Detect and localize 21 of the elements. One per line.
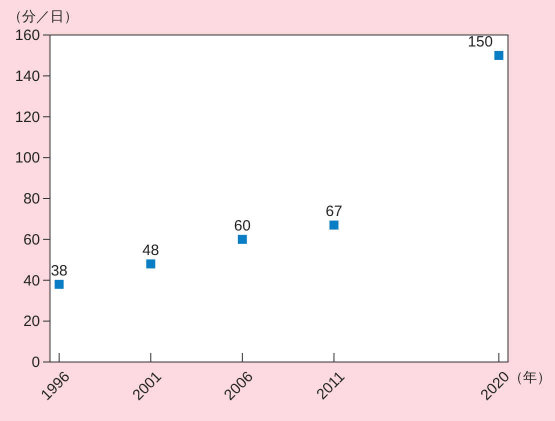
y-tick-label: 40	[23, 272, 40, 290]
y-tick-label: 60	[23, 231, 40, 248]
y-tick-label: 120	[14, 108, 40, 126]
y-tick-label: 100	[14, 150, 40, 167]
data-label: 150	[468, 33, 493, 50]
x-axis-title: （年）	[509, 369, 551, 385]
y-tick-label: 20	[23, 313, 40, 330]
data-label: 67	[326, 203, 342, 220]
y-tick-label: 80	[23, 190, 40, 208]
point	[494, 50, 504, 60]
y-tick-label: 0	[32, 354, 40, 371]
point	[54, 280, 64, 289]
data-label: 60	[234, 217, 251, 234]
y-tick-label: 140	[14, 68, 40, 85]
y-tick-label: 160	[14, 27, 40, 44]
y-axis-title: （分／日）	[8, 8, 78, 24]
point	[238, 234, 247, 244]
data-label: 48	[142, 242, 160, 259]
point	[146, 259, 156, 268]
data-label: 38	[50, 262, 68, 280]
point	[329, 220, 338, 230]
